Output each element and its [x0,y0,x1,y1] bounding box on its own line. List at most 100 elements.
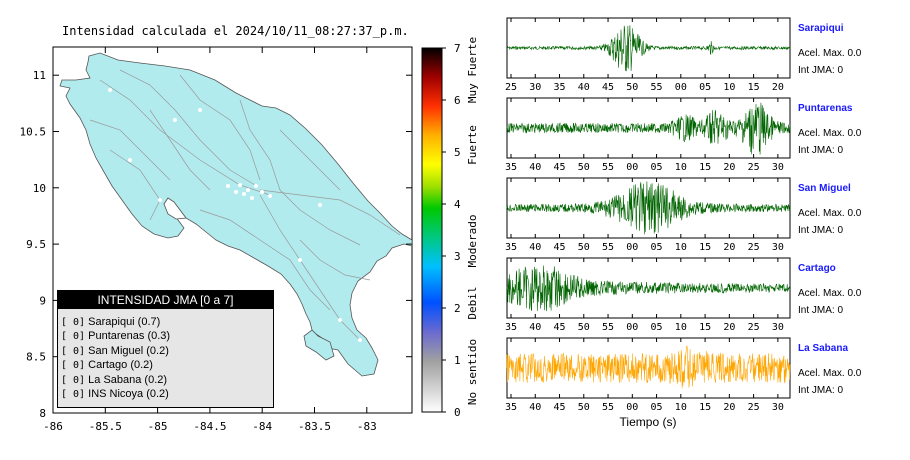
waveform-trace [506,25,791,72]
waveform-panel-cartago: 35 40 45 50 55 00 05 10 15 20 25 30 [505,257,791,333]
map-y-axis: 8 8.5 9 9.5 10 10.5 11 [20,69,412,420]
waveform-tick-label: 45 [553,322,565,333]
waveform-tick-label: 00 [626,162,638,173]
waveform-tick-label: 00 [626,322,638,333]
legend-item-label: Cartago (0.2) [85,359,153,372]
waveform-tick-label: 05 [651,242,663,253]
costa-rica-land [59,52,412,377]
map-y-tick-label: 8 [39,407,46,420]
waveform-tick-label: 50 [578,402,590,413]
waveform-panel-san-miguel: 35 40 45 50 55 00 05 10 15 20 25 30 [505,177,791,253]
intensity-legend: INTENSIDAD JMA [0 a 7] [ 0] Sarapiqui (0… [57,290,274,408]
waveform-tick-label: 45 [602,82,614,93]
station-jma-intensity: Int JMA: 0 [798,145,844,156]
waveform-panels: 25 30 35 40 45 50 55 00 05 10 15 20 35 40 45 50 55 00 05 10… [505,17,791,413]
waveform-panel-puntarenas: 35 40 45 50 55 00 05 10 15 20 25 30 [505,97,791,173]
waveform-panel-sarapiqui: 25 30 35 40 45 50 55 00 05 10 15 20 [505,17,791,93]
map-y-tick-label: 9 [39,294,46,307]
station-name: Puntarenas [798,103,853,114]
waveform-tick-label: 55 [602,242,614,253]
colorbar-category-label: Debil [466,286,479,319]
legend-item-bracket: [ 0] [61,388,86,400]
colorbar-category-labels: No sentido Debil Moderado Fuerte Muy Fuerte [466,37,479,405]
legend-item-label: INS Nicoya (0.2) [85,387,169,400]
page-title: Intensidad calculada el 2024/10/11_08:27… [62,24,409,38]
waveform-tick-label: 30 [772,162,784,173]
map-y-tick-label: 9.5 [26,238,46,251]
colorbar-tick-label: 7 [454,42,461,55]
waveform-tick-label: 10 [675,242,687,253]
map-x-tick-label: -84.5 [193,420,226,433]
station-jma-intensity: Int JMA: 0 [798,385,844,396]
gulf-of-nicoya [163,197,187,220]
colorbar-category-label: Moderado [466,215,479,268]
colorbar-tick-label: 6 [454,94,461,107]
waveform-tick-label: 55 [602,162,614,173]
legend-item-label: Sarapiqui (0.7) [85,316,161,328]
waveform-tick-label: 25 [748,402,760,413]
waveform-tick-label: 35 [553,82,565,93]
legend-item-label: La Sabana (0.2) [85,373,168,386]
waveform-tick-label: 00 [626,242,638,253]
colorbar [421,47,443,413]
waveform-tick-label: 55 [602,322,614,333]
waveform-tick-label: 35 [505,242,517,253]
station-peak-acceleration: Acel. Max. 0.0 [798,368,862,379]
waveform-tick-label: 05 [651,402,663,413]
waveform-tick-label: 45 [553,402,565,413]
waveform-tick-label: 55 [602,402,614,413]
waveform-trace [506,265,791,312]
colorbar-tick-label: 0 [454,406,461,419]
legend-item-bracket: [ 0] [61,374,86,386]
waveform-tick-label: 35 [505,162,517,173]
waveform-tick-label: 35 [505,402,517,413]
colorbar-tick-label: 5 [454,146,461,159]
waveform-trace [506,345,791,389]
waveform-tick-label: 20 [723,162,735,173]
waveform-tick-label: 50 [578,162,590,173]
colorbar-category-label: Fuerte [466,125,479,165]
waveform-tick-label: 15 [699,322,711,333]
station-peak-acceleration: Acel. Max. 0.0 [798,208,862,219]
legend-header: INTENSIDAD JMA [0 a 7] [58,291,273,309]
waveform-tick-label: 10 [723,82,735,93]
waveform-tick-label: 20 [723,242,735,253]
legend-item-bracket: [ 0] [61,331,86,343]
legend-item: [ 0] INS Nicoya (0.2) [61,387,273,401]
station-peak-acceleration: Acel. Max. 0.0 [798,288,862,299]
station-jma-intensity: Int JMA: 0 [798,65,844,76]
legend-item-label: Puntarenas (0.3) [85,330,171,343]
legend-list: [ 0] Sarapiqui (0.7)[ 0] Puntarenas (0.3… [58,315,273,401]
waveform-tick-label: 10 [675,322,687,333]
waveform-tick-label: 50 [578,242,590,253]
waveform-tick-label: 40 [529,322,541,333]
colorbar-category-label: No sentido [466,339,479,405]
waveform-tick-label: 05 [651,162,663,173]
waveform-tick-label: 45 [553,162,565,173]
waveform-trace [506,102,791,155]
map-y-tick-label: 10 [33,182,46,195]
legend-item-bracket: [ 0] [61,317,86,328]
osa-peninsula [303,329,335,361]
waveform-tick-label: 45 [553,242,565,253]
legend-item: [ 0] San Miguel (0.2) [61,344,273,358]
waveform-tick-label: 00 [675,82,687,93]
city-markers [108,88,362,342]
map-x-tick-label: -86 [43,420,63,433]
waveform-tick-label: 50 [578,322,590,333]
map-y-tick-label: 10.5 [20,126,47,139]
station-peak-acceleration: Acel. Max. 0.0 [798,48,862,59]
waveform-tick-label: 15 [699,162,711,173]
station-name: Cartago [798,263,836,274]
waveform-tick-label: 05 [651,322,663,333]
waveform-tick-label: 00 [626,402,638,413]
station-peak-acceleration: Acel. Max. 0.0 [798,128,862,139]
map-x-tick-label: -83.5 [298,420,331,433]
waveform-tick-label: 20 [772,82,784,93]
legend-item-bracket: [ 0] [61,345,86,357]
map-x-tick-label: -84 [252,420,272,433]
legend-item: [ 0] Puntarenas (0.3) [61,329,273,343]
waveform-tick-label: 40 [529,162,541,173]
legend-item-bracket: [ 0] [61,360,86,372]
station-name: San Miguel [798,183,851,194]
